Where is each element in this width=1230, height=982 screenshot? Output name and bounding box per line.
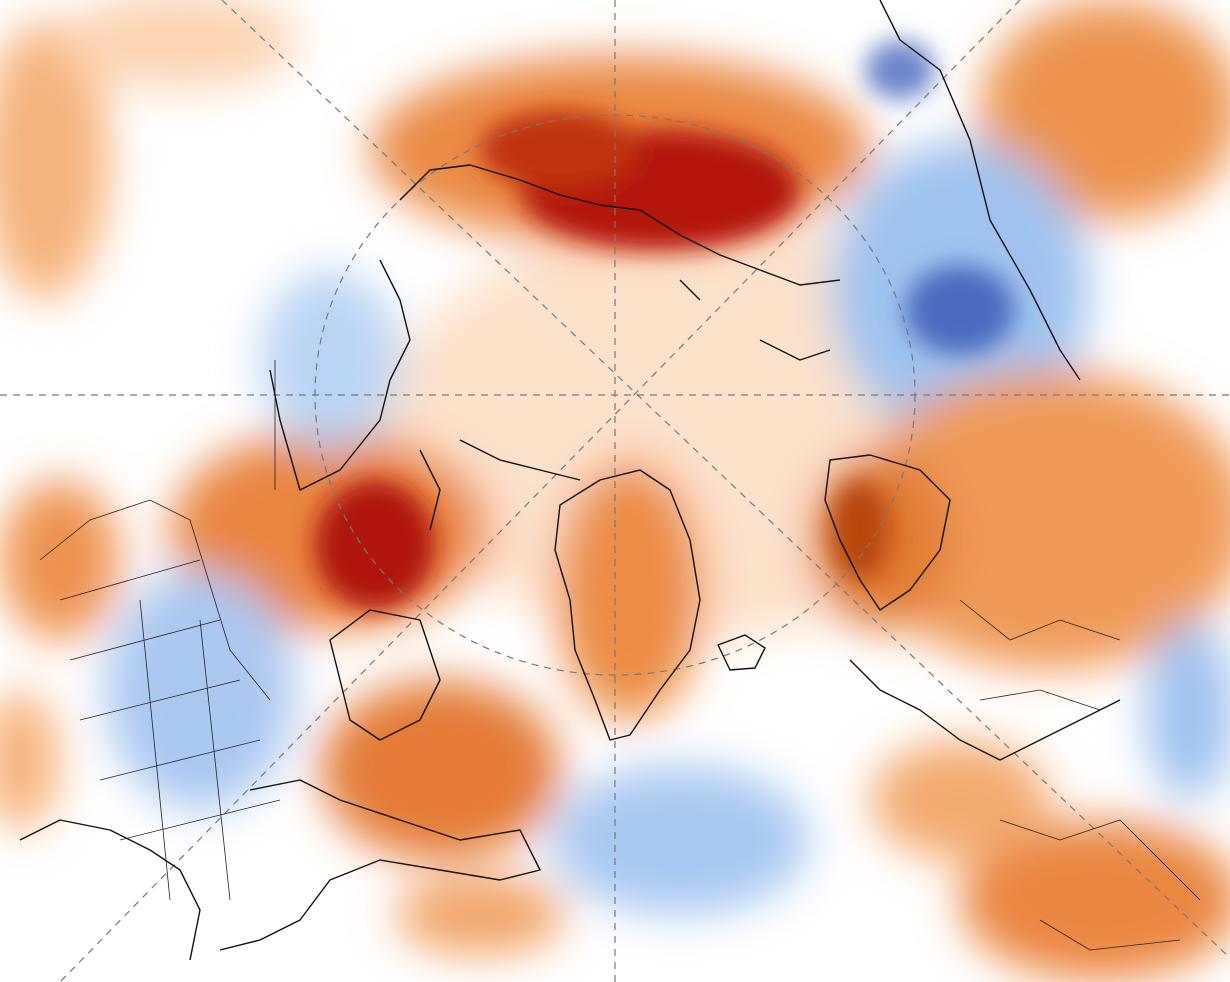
gulf-coast [19,819,201,961]
us-canada-border [39,499,271,701]
islands [419,279,831,531]
europe-coast [849,659,1121,761]
alaska-coast [269,259,411,491]
anomaly-extremes [315,40,1015,610]
parallel [314,114,916,676]
asia-east-coast [879,0,1081,381]
country-lines [959,599,1201,951]
meridian [59,0,1021,982]
greenland [554,469,701,741]
coastlines [19,0,1121,961]
hudson-bay [329,609,441,741]
iceland [717,634,766,671]
meridian [221,0,1230,959]
borders [39,360,1201,951]
north-america-east [219,779,541,951]
state-lines [59,559,281,901]
scandinavia [824,454,951,611]
siberia-coast [399,164,841,286]
